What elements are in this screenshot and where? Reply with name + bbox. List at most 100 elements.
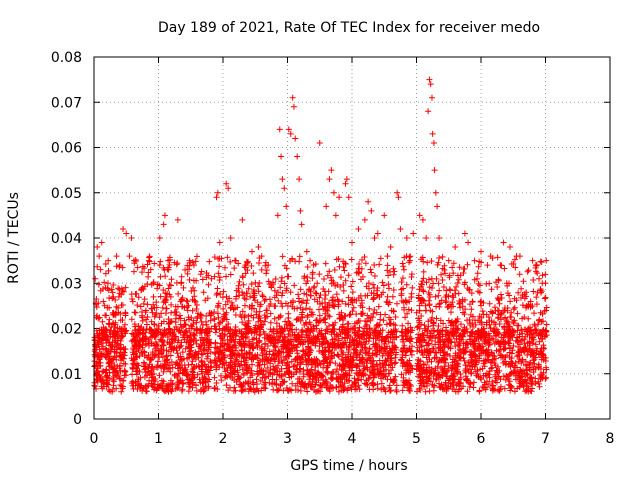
data-point (215, 255, 222, 262)
data-point (354, 351, 361, 358)
data-point (177, 315, 184, 322)
data-point (461, 357, 468, 364)
data-point (195, 310, 202, 317)
data-point (446, 272, 453, 279)
data-point (216, 274, 223, 281)
data-point (340, 365, 347, 372)
data-point (473, 353, 480, 360)
data-point (350, 304, 357, 311)
data-point (418, 368, 425, 375)
data-point (156, 235, 163, 241)
data-point (407, 253, 414, 260)
data-point (285, 353, 292, 360)
data-point (238, 358, 245, 365)
data-point (283, 285, 290, 292)
data-point (160, 221, 167, 228)
data-point (99, 286, 106, 293)
data-point (442, 299, 449, 306)
data-point (415, 331, 422, 338)
data-point (369, 350, 376, 357)
data-point (461, 281, 468, 288)
data-point (344, 387, 351, 394)
data-point (284, 360, 291, 367)
data-point (112, 296, 119, 303)
data-point (308, 309, 315, 316)
data-point (482, 336, 489, 343)
data-point (440, 284, 447, 291)
data-point (102, 270, 109, 277)
data-point (460, 355, 467, 362)
data-point (270, 340, 277, 347)
data-point (168, 359, 175, 366)
data-point (329, 355, 336, 362)
data-point (467, 381, 474, 388)
data-point (264, 356, 271, 363)
data-point (239, 216, 246, 223)
data-point (179, 349, 186, 356)
data-point (413, 339, 420, 346)
data-point (277, 284, 284, 291)
data-point (149, 373, 156, 380)
data-point (291, 305, 298, 312)
data-point (231, 329, 238, 336)
data-point (311, 296, 318, 303)
data-point (267, 301, 274, 308)
data-point (455, 360, 462, 367)
data-point (248, 281, 255, 288)
data-point (472, 343, 479, 350)
data-point (409, 284, 416, 291)
data-point (224, 254, 231, 261)
data-point (177, 353, 184, 360)
data-point (360, 331, 367, 338)
data-point (457, 371, 464, 378)
data-point (432, 341, 439, 348)
data-point (320, 351, 327, 358)
data-point (488, 286, 495, 293)
data-point (317, 291, 324, 298)
data-point (494, 368, 501, 375)
data-point (358, 297, 365, 304)
data-point (339, 298, 346, 305)
data-point (381, 340, 388, 347)
data-point (531, 321, 538, 328)
data-point (95, 334, 102, 341)
data-point (230, 330, 237, 337)
x-tick-label: 6 (477, 431, 486, 447)
data-point (221, 332, 228, 339)
data-point (492, 371, 499, 378)
data-point (257, 377, 264, 384)
data-point (246, 338, 253, 345)
data-point (312, 289, 319, 296)
data-point (197, 337, 204, 344)
data-point (119, 355, 126, 362)
data-point (441, 338, 448, 345)
data-point (457, 304, 464, 311)
data-point (434, 203, 441, 210)
data-point (274, 212, 281, 219)
data-point (231, 384, 238, 391)
data-point (271, 294, 278, 301)
data-point (384, 293, 391, 300)
data-point (433, 354, 440, 361)
data-point (199, 380, 206, 387)
data-point (531, 349, 538, 356)
data-point (167, 383, 174, 390)
data-point (361, 363, 368, 370)
data-point (286, 327, 293, 334)
data-point (457, 272, 464, 279)
data-point (370, 341, 377, 348)
data-point (494, 315, 501, 322)
data-point (237, 311, 244, 318)
data-point (271, 365, 278, 372)
data-point (516, 383, 523, 390)
data-point (164, 356, 171, 363)
data-point (329, 369, 336, 376)
data-point (522, 376, 529, 383)
data-point (348, 256, 355, 263)
data-point (532, 341, 539, 348)
data-point (457, 379, 464, 386)
data-point (380, 317, 387, 324)
data-point (516, 352, 523, 359)
data-point (270, 363, 277, 370)
